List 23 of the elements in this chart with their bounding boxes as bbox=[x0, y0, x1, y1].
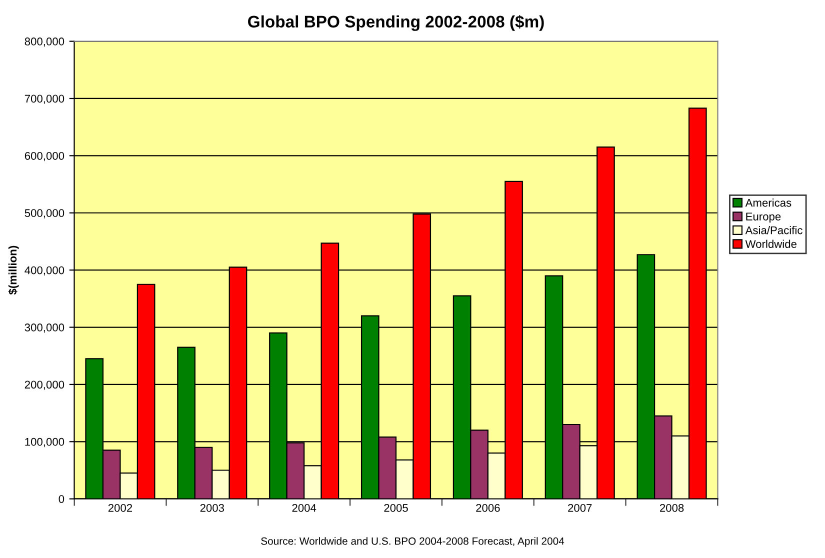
y-tick-label: 600,000 bbox=[24, 152, 64, 162]
y-tick-label: 200,000 bbox=[24, 380, 64, 390]
y-tick-label: 100,000 bbox=[25, 438, 64, 448]
legend-label: Asia/Pacific bbox=[745, 226, 802, 234]
x-tick-label: 2005 bbox=[384, 504, 408, 512]
y-tick-label: 500,000 bbox=[24, 209, 64, 218]
x-tick-label: 2007 bbox=[568, 504, 592, 512]
legend-label: Americas bbox=[745, 198, 792, 207]
y-tick-label: 800,000 bbox=[24, 38, 64, 47]
x-tick-label: 2008 bbox=[660, 504, 684, 512]
y-tick-label: 300,000 bbox=[24, 324, 64, 333]
legend-label: Europe bbox=[746, 212, 781, 223]
x-tick-label: 2006 bbox=[476, 504, 500, 512]
x-tick-label: 2003 bbox=[200, 504, 224, 512]
x-tick-label: 2002 bbox=[108, 504, 132, 512]
y-tick-label: 700,000 bbox=[24, 94, 64, 104]
source-note: Source: Worldwide and U.S. BPO 2004-2008 Forecast, April 2004 bbox=[261, 537, 564, 547]
y-tick-label: 0 bbox=[58, 495, 64, 503]
chart-title: Global BPO Spending 2002-2008 ($m) bbox=[248, 15, 544, 31]
legend-label: Worldwide bbox=[745, 240, 796, 248]
y-axis-title: $(million) bbox=[8, 246, 19, 295]
x-tick-label: 2004 bbox=[292, 504, 316, 512]
y-tick-label: 400,000 bbox=[24, 266, 64, 276]
